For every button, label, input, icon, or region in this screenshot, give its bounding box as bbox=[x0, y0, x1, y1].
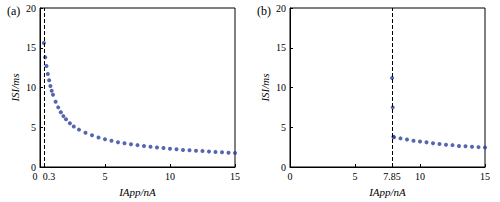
svg-text:20: 20 bbox=[26, 3, 36, 14]
svg-text:ISI/ms: ISI/ms bbox=[9, 73, 21, 102]
svg-text:IApp/nA: IApp/nA bbox=[118, 186, 156, 198]
svg-text:10: 10 bbox=[165, 171, 175, 182]
svg-text:10: 10 bbox=[276, 82, 286, 93]
svg-text:0: 0 bbox=[31, 161, 36, 173]
svg-text:15: 15 bbox=[230, 171, 240, 182]
svg-text:IApp/nA: IApp/nA bbox=[368, 186, 406, 198]
svg-text:10: 10 bbox=[26, 82, 36, 93]
svg-text:0: 0 bbox=[33, 171, 38, 182]
svg-text:7.85: 7.85 bbox=[383, 171, 401, 182]
svg-text:(a): (a) bbox=[7, 4, 20, 18]
svg-text:20: 20 bbox=[276, 3, 286, 14]
svg-text:10: 10 bbox=[415, 171, 425, 182]
svg-text:5: 5 bbox=[31, 122, 36, 133]
svg-text:5: 5 bbox=[353, 171, 358, 182]
svg-text:5: 5 bbox=[103, 171, 108, 182]
svg-text:0.3: 0.3 bbox=[43, 171, 56, 182]
svg-text:0: 0 bbox=[281, 162, 286, 173]
svg-text:(b): (b) bbox=[257, 4, 271, 18]
svg-text:5: 5 bbox=[281, 122, 286, 133]
svg-text:15: 15 bbox=[26, 42, 36, 53]
svg-text:15: 15 bbox=[480, 171, 490, 182]
svg-text:15: 15 bbox=[276, 42, 286, 53]
svg-text:ISI/ms: ISI/ms bbox=[259, 73, 271, 102]
svg-text:0: 0 bbox=[288, 171, 293, 182]
